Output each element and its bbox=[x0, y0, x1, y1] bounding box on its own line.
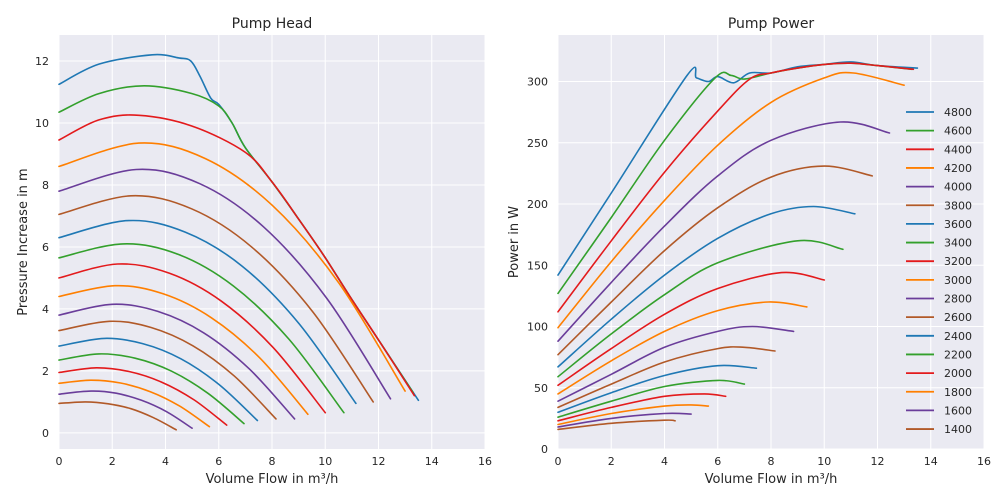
series-line-2800 bbox=[557, 325, 795, 402]
x-tick-label: 10 bbox=[817, 455, 831, 468]
series-line-2000 bbox=[58, 366, 228, 426]
y-axis-label: Power in W bbox=[507, 206, 522, 278]
legend-label: 4000 bbox=[944, 181, 972, 194]
series-line-3600 bbox=[557, 205, 856, 368]
series-line-3000 bbox=[557, 301, 808, 395]
legend-label: 1800 bbox=[944, 386, 972, 399]
x-tick-label: 8 bbox=[269, 455, 276, 468]
chart-title: Pump Head bbox=[232, 16, 313, 32]
y-tick-label: 50 bbox=[534, 382, 548, 395]
x-tick-label: 0 bbox=[56, 455, 63, 468]
legend-label: 4800 bbox=[944, 106, 972, 119]
y-tick-label: 300 bbox=[527, 76, 548, 89]
series-line-3800 bbox=[58, 194, 374, 403]
legend-label: 2600 bbox=[944, 311, 972, 324]
series-line-2800 bbox=[58, 303, 296, 420]
x-tick-label: 12 bbox=[372, 455, 386, 468]
series-line-4400 bbox=[58, 114, 416, 397]
series-line-1400 bbox=[58, 401, 177, 431]
series-line-2400 bbox=[58, 337, 259, 422]
x-tick-label: 14 bbox=[425, 455, 439, 468]
x-tick-label: 4 bbox=[661, 455, 668, 468]
x-axis-label: Volume Flow in m³/h bbox=[705, 472, 838, 487]
series-line-1600 bbox=[58, 390, 193, 429]
y-tick-label: 12 bbox=[35, 55, 49, 68]
chart-title: Pump Power bbox=[728, 16, 815, 32]
x-tick-label: 2 bbox=[109, 455, 116, 468]
y-tick-label: 8 bbox=[42, 179, 49, 192]
series-line-2000 bbox=[557, 393, 727, 422]
series-line-3400 bbox=[557, 239, 844, 378]
series-line-4200 bbox=[58, 142, 406, 392]
series-line-1600 bbox=[557, 412, 692, 428]
x-tick-label: 10 bbox=[318, 455, 332, 468]
y-axis-label: Pressure Increase in m bbox=[16, 168, 31, 315]
legend-label: 2200 bbox=[944, 348, 972, 361]
y-tick-label: 6 bbox=[42, 241, 49, 254]
pump-power-chart: Pump Power Volume Flow in m³/h Power in … bbox=[507, 16, 991, 487]
legend-label: 2400 bbox=[944, 330, 972, 343]
x-tick-label: 4 bbox=[162, 455, 169, 468]
pump-head-chart: Pump Head Volume Flow in m³/h Pressure I… bbox=[16, 16, 492, 487]
legend-label: 3800 bbox=[944, 199, 972, 212]
legend-label: 3600 bbox=[944, 218, 972, 231]
series-line-2600 bbox=[557, 346, 776, 409]
series-line-1400 bbox=[557, 419, 676, 431]
y-tick-label: 0 bbox=[42, 427, 49, 440]
x-tick-label: 6 bbox=[215, 455, 222, 468]
y-tick-label: 100 bbox=[527, 321, 548, 334]
series-line-3200 bbox=[58, 263, 327, 414]
x-tick-label: 12 bbox=[871, 455, 885, 468]
legend-label: 4200 bbox=[944, 162, 972, 175]
series-line-3400 bbox=[58, 243, 345, 414]
legend-label: 2800 bbox=[944, 293, 972, 306]
legend-label: 1600 bbox=[944, 404, 972, 417]
series-line-4200 bbox=[557, 71, 905, 329]
x-tick-label: 16 bbox=[478, 455, 492, 468]
x-tick-label: 0 bbox=[555, 455, 562, 468]
legend-label: 3400 bbox=[944, 237, 972, 250]
x-tick-label: 16 bbox=[977, 455, 991, 468]
legend-label: 4600 bbox=[944, 125, 972, 138]
series-line-4800 bbox=[557, 61, 919, 276]
series-line-2200 bbox=[557, 379, 746, 418]
series-line-1800 bbox=[557, 404, 710, 426]
series-line-3800 bbox=[557, 165, 873, 356]
x-tick-label: 6 bbox=[714, 455, 721, 468]
series-line-3200 bbox=[557, 271, 826, 387]
series-line-2200 bbox=[58, 353, 245, 425]
series-line-4000 bbox=[557, 121, 891, 342]
series-line-2600 bbox=[58, 320, 277, 420]
y-tick-label: 2 bbox=[42, 365, 49, 378]
y-tick-label: 200 bbox=[527, 198, 548, 211]
y-tick-label: 250 bbox=[527, 137, 548, 150]
legend-label: 1400 bbox=[944, 423, 972, 436]
series-line-1800 bbox=[58, 379, 211, 428]
x-tick-label: 8 bbox=[768, 455, 775, 468]
series-line-3000 bbox=[58, 284, 309, 416]
y-tick-label: 4 bbox=[42, 303, 49, 316]
x-tick-label: 2 bbox=[608, 455, 615, 468]
series-line-4000 bbox=[58, 168, 392, 400]
legend-label: 4400 bbox=[944, 143, 972, 156]
series-line-2400 bbox=[557, 364, 758, 414]
series-line-3600 bbox=[58, 219, 357, 405]
x-axis-label: Volume Flow in m³/h bbox=[206, 472, 339, 487]
y-tick-label: 0 bbox=[541, 443, 548, 456]
legend-label: 3000 bbox=[944, 274, 972, 287]
y-tick-label: 150 bbox=[527, 259, 548, 272]
x-tick-label: 14 bbox=[924, 455, 938, 468]
y-tick-label: 10 bbox=[35, 117, 49, 130]
legend-label: 2000 bbox=[944, 367, 972, 380]
legend-label: 3200 bbox=[944, 255, 972, 268]
series-line-4400 bbox=[557, 62, 915, 313]
